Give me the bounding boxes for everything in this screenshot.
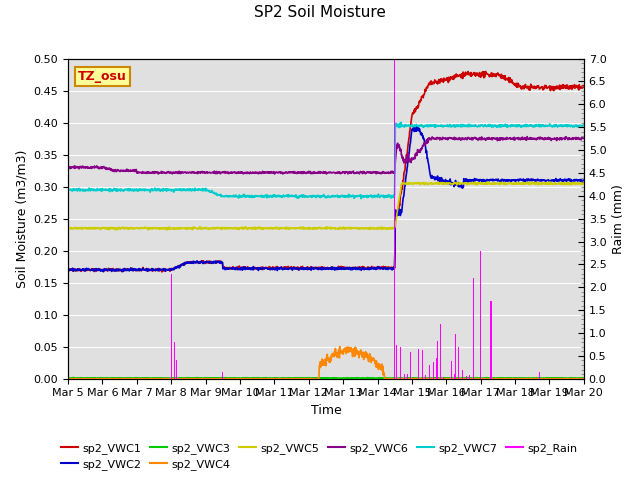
Y-axis label: Raim (mm): Raim (mm) [612, 184, 625, 253]
Legend: sp2_VWC1, sp2_VWC2, sp2_VWC3, sp2_VWC4, sp2_VWC5, sp2_VWC6, sp2_VWC7, sp2_Rain: sp2_VWC1, sp2_VWC2, sp2_VWC3, sp2_VWC4, … [57, 438, 582, 474]
Y-axis label: Soil Moisture (m3/m3): Soil Moisture (m3/m3) [15, 149, 28, 288]
Text: TZ_osu: TZ_osu [78, 70, 127, 83]
Text: SP2 Soil Moisture: SP2 Soil Moisture [254, 5, 386, 20]
X-axis label: Time: Time [310, 404, 341, 417]
